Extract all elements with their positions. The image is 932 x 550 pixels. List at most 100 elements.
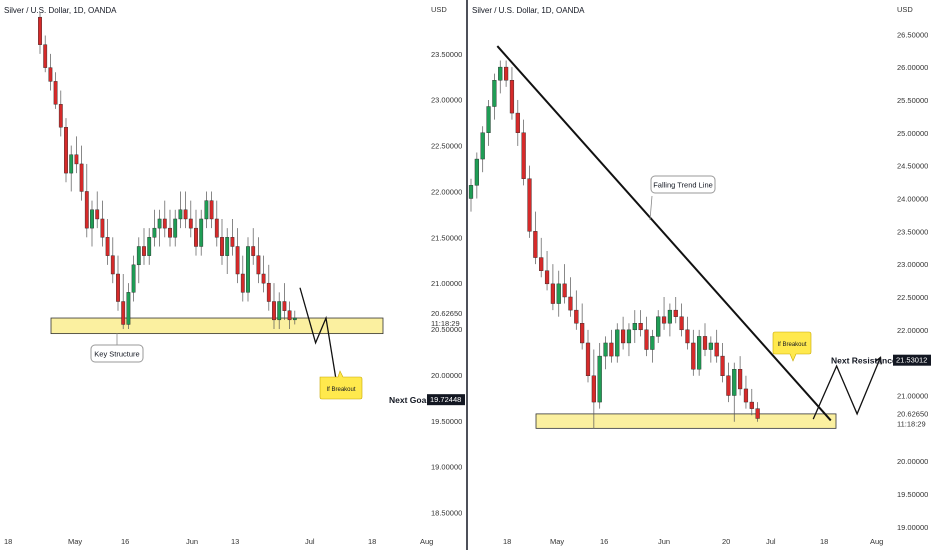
candle-body <box>48 67 53 82</box>
y-tick-label: 19.50000 <box>897 490 928 499</box>
candle-body <box>691 342 696 370</box>
candle-body <box>626 329 632 344</box>
y-tick-label: 21.50000 <box>431 233 462 242</box>
candle-body <box>708 342 713 350</box>
candle-body <box>527 178 532 232</box>
support-zone-rect <box>50 317 384 335</box>
x-tick-label: 18 <box>368 537 376 546</box>
candle-body <box>69 154 74 174</box>
y-tick-label: 26.50000 <box>897 30 928 39</box>
candle-body <box>225 237 230 256</box>
left-y-axis-unit: USD <box>431 5 447 14</box>
right-support-zone <box>535 413 837 429</box>
y-tick-label: 20.00000 <box>897 457 928 466</box>
candle-body <box>544 270 550 285</box>
x-tick-label: 18 <box>4 537 12 546</box>
candle-body <box>504 66 509 81</box>
if-breakout-label: If Breakout <box>326 387 355 393</box>
candle-body <box>679 316 684 331</box>
candle-body <box>188 218 193 229</box>
left-y-axis: 23.50000 23.00000 22.50000 22.00000 21.50000… <box>431 50 462 518</box>
trend-callout-box <box>650 175 716 194</box>
x-tick-label: Aug <box>870 537 883 546</box>
candle-body <box>199 218 204 247</box>
left-candles <box>38 12 297 330</box>
candle-body <box>287 310 292 321</box>
candle-body <box>638 323 643 331</box>
y-tick-label: 21.00000 <box>897 392 928 401</box>
candle-body <box>147 237 152 256</box>
y-tick-label: 23.50000 <box>431 50 462 59</box>
y-tick-label: 23.00000 <box>897 260 928 269</box>
next-goal-label: Next Goal <box>389 395 429 405</box>
falling-trend-line-label: Falling Trend Line <box>653 181 713 190</box>
candle-body <box>266 282 271 302</box>
y-tick-label: 19.00000 <box>431 463 462 472</box>
candle-body <box>131 264 136 293</box>
left-key-structure-zone <box>50 317 384 335</box>
candle-body <box>667 309 672 324</box>
candle-body <box>136 246 141 266</box>
candle-body <box>521 132 526 179</box>
goal-price-tag <box>427 394 465 406</box>
projection-path <box>812 357 882 420</box>
y-tick-label: 19.50000 <box>431 417 462 426</box>
right-candles <box>468 60 760 429</box>
candle-body <box>157 218 162 229</box>
candle-body <box>726 375 731 396</box>
y-tick-label: 23.50000 <box>897 227 928 236</box>
y-tick-label: 22.50000 <box>897 293 928 302</box>
y-tick-label: 20.50000 <box>431 325 462 334</box>
candle-body <box>95 209 100 220</box>
right-chart-title: Silver / U.S. Dollar, 1D, OANDA <box>472 6 585 15</box>
y-tick-label: 21.00000 <box>431 279 462 288</box>
candle-body <box>755 408 760 419</box>
y-tick-label: 24.50000 <box>897 162 928 171</box>
candle-body <box>246 246 250 293</box>
candle-body <box>292 317 297 321</box>
x-tick-label: 13 <box>231 537 239 546</box>
candle-body <box>251 246 256 256</box>
candle-body <box>743 388 749 403</box>
candle-body <box>126 292 131 325</box>
y-tick-label: 23.00000 <box>431 96 462 105</box>
y-tick-label: 25.00000 <box>897 129 928 138</box>
left-chart-title: Silver / U.S. Dollar, 1D, OANDA <box>4 6 117 15</box>
candle-body <box>556 283 561 304</box>
candle-body <box>720 355 725 377</box>
if-breakout-label: If Breakout <box>777 342 806 348</box>
y-tick-label: 22.00000 <box>431 187 462 196</box>
candle-body <box>178 209 183 220</box>
y-tick-label: 22.50000 <box>431 142 462 151</box>
support-zone-rect <box>535 413 837 429</box>
falling-trend-line <box>496 45 832 422</box>
candle-body <box>240 273 245 293</box>
x-tick-label: 18 <box>503 537 511 546</box>
y-tick-label: 25.50000 <box>897 96 928 105</box>
current-price-label: 20.62650 <box>897 409 928 418</box>
candle-body <box>235 246 240 275</box>
candle-body <box>603 342 608 357</box>
left-x-axis: 18 May 16 Jun 13 Jul 18 Aug <box>4 537 433 546</box>
x-tick-label: 18 <box>820 537 828 546</box>
candle-body <box>568 296 573 311</box>
candle-body <box>261 273 266 284</box>
candle-body <box>632 323 637 331</box>
candle-body <box>282 301 287 311</box>
right-chart-panel: Silver / U.S. Dollar, 1D, OANDA USD 26.5… <box>468 5 931 546</box>
y-tick-label: 24.00000 <box>897 194 928 203</box>
candle-body <box>79 163 84 192</box>
candle-body <box>110 255 115 275</box>
y-tick-label: 19.00000 <box>897 523 928 532</box>
trend-callout-pointer <box>649 195 653 221</box>
if-breakout-bubble <box>772 331 812 362</box>
candle-body <box>539 257 544 271</box>
candle-body <box>615 329 620 357</box>
candle-body <box>64 127 68 174</box>
candle-body <box>661 316 667 324</box>
candle-body <box>702 336 708 350</box>
next-resistance-label: Next Resistance <box>831 356 897 366</box>
candle-body <box>580 323 585 344</box>
candle-body <box>277 301 282 321</box>
